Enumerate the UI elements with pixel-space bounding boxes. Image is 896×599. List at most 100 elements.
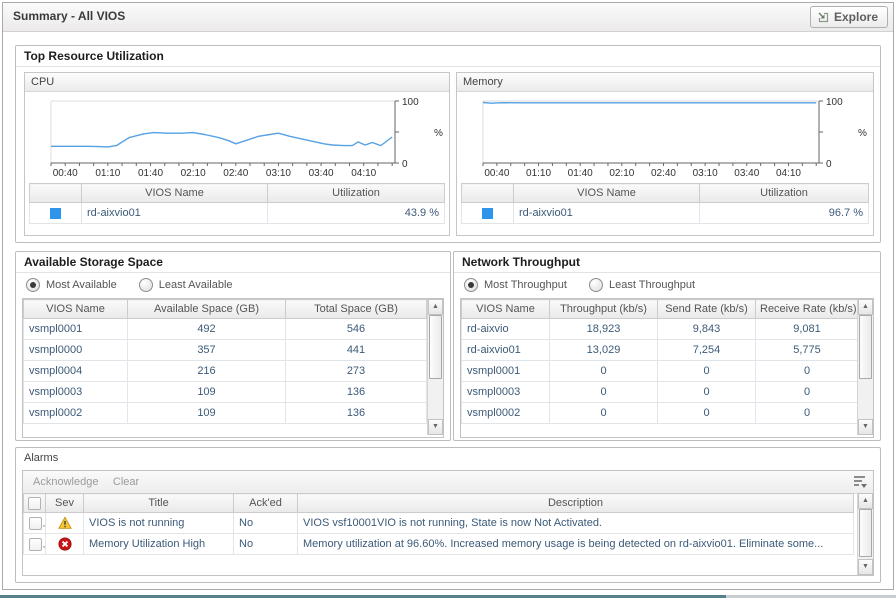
value-cell: 18,923 — [549, 318, 658, 340]
panel-network-throughput: Network Throughput Most Throughput Least … — [453, 251, 881, 441]
section-title-top-resource: Top Resource Utilization — [16, 46, 880, 67]
value-cell: 0 — [549, 381, 658, 403]
section-title-network: Network Throughput — [454, 252, 880, 273]
select-cell — [23, 512, 46, 534]
column-header: Description — [297, 493, 854, 513]
header-row: VIOS Name Throughput (kb/s) Send Rate (kb/… — [461, 299, 859, 319]
header-row: VIOS Name Available Space (GB) Total Space… — [23, 299, 427, 319]
svg-text:03:40: 03:40 — [734, 168, 759, 179]
vios-name-cell: rd-aixvio — [461, 318, 550, 340]
value-cell: 273 — [285, 360, 427, 382]
vios-name-cell: rd-aixvio01 — [81, 202, 268, 224]
legend-swatch-cell — [29, 202, 82, 224]
error-icon — [57, 537, 72, 551]
storage-vertical-scrollbar[interactable]: ▲ ▼ — [427, 299, 443, 435]
value-cell: 0 — [549, 360, 658, 382]
memory-panel-title: Memory — [457, 73, 873, 92]
svg-text:02:40: 02:40 — [223, 168, 248, 179]
scroll-down-button[interactable]: ▼ — [858, 559, 873, 575]
scroll-thumb[interactable] — [429, 315, 442, 379]
network-vertical-scrollbar[interactable]: ▲ ▼ — [857, 299, 873, 435]
scroll-up-button[interactable]: ▲ — [858, 299, 873, 315]
table-row[interactable]: rd-aixvio01 13,029 7,254 5,775 — [461, 339, 859, 361]
value-cell: 0 — [755, 402, 859, 424]
value-cell: 136 — [285, 402, 427, 424]
scroll-up-button[interactable]: ▲ — [428, 299, 443, 315]
clear-button[interactable]: Clear — [112, 476, 140, 488]
series-swatch — [482, 207, 493, 219]
table-row[interactable]: vsmpl0003 0 0 0 — [461, 381, 859, 403]
svg-text:00:40: 00:40 — [53, 168, 78, 179]
column-header: Total Space (GB) — [285, 299, 427, 319]
scroll-up-button[interactable]: ▲ — [858, 493, 873, 509]
alarm-row[interactable]: VIOS is not running No VIOS vsf10001VIO is… — [23, 512, 854, 534]
row-checkbox[interactable] — [29, 537, 42, 551]
column-header: Utilization — [699, 183, 869, 203]
vios-name-cell: vsmpl0003 — [461, 381, 550, 403]
value-cell: 357 — [127, 339, 286, 361]
radio-label: Least Available — [158, 279, 233, 291]
panel-top-resource-utilization: Top Resource Utilization CPU 00:40 01:10 0… — [15, 45, 881, 243]
memory-panel: Memory 00:40 01:10 01:40 02:10 02:40 03:10 03:… — [456, 72, 874, 236]
value-cell: 0 — [755, 360, 859, 382]
table-row[interactable]: vsmpl0002 109 136 — [23, 402, 427, 424]
table-customizer-icon[interactable] — [852, 475, 867, 488]
svg-text:04:10: 04:10 — [776, 168, 801, 179]
scroll-down-button[interactable]: ▼ — [428, 419, 443, 435]
svg-text:00:40: 00:40 — [484, 168, 509, 179]
vios-name-cell: vsmpl0003 — [23, 381, 128, 403]
table-row[interactable]: vsmpl0001 0 0 0 — [461, 360, 859, 382]
radio-dot — [464, 278, 478, 292]
svg-text:100: 100 — [402, 97, 419, 108]
legend-row: rd-aixvio01 43.9 % — [29, 202, 445, 224]
value-cell: 136 — [285, 381, 427, 403]
alarms-table: Sev Title Ack'ed Description VIOS is not run… — [23, 493, 857, 575]
table-row[interactable]: vsmpl0001 492 546 — [23, 318, 427, 340]
radio-least-throughput[interactable]: Least Throughput — [588, 278, 695, 292]
explore-button[interactable]: Explore — [809, 6, 888, 28]
svg-text:01:10: 01:10 — [526, 168, 551, 179]
value-cell: 7,254 — [657, 339, 756, 361]
table-row[interactable]: vsmpl0002 0 0 0 — [461, 402, 859, 424]
cpu-utilization-chart: 00:40 01:10 01:40 02:10 02:40 03:10 03:40 04:10… — [50, 97, 443, 179]
column-header: Sev — [45, 493, 84, 513]
table-row[interactable]: vsmpl0003 109 136 — [23, 381, 427, 403]
alarms-vertical-scrollbar[interactable]: ▲ ▼ — [857, 493, 873, 575]
svg-text:%: % — [434, 128, 443, 139]
radio-label: Most Throughput — [484, 279, 567, 291]
value-cell: 492 — [127, 318, 286, 340]
select-all-checkbox[interactable] — [28, 496, 41, 510]
network-grid: VIOS Name Throughput (kb/s) Send Rate (kb/… — [461, 299, 859, 424]
column-header: VIOS Name — [81, 183, 268, 203]
alarms-grid: Sev Title Ack'ed Description VIOS is not run… — [23, 493, 854, 555]
panel-available-storage-space: Available Storage Space Most Available Le… — [15, 251, 451, 441]
scroll-down-button[interactable]: ▼ — [858, 419, 873, 435]
acked-cell: No — [233, 533, 298, 555]
legend-header-row: VIOS Name Utilization — [461, 183, 869, 203]
table-row[interactable]: vsmpl0004 216 273 — [23, 360, 427, 382]
alarms-box: Acknowledge Clear Sev Title Ack'ed Descript… — [22, 470, 874, 576]
column-header: Receive Rate (kb/s) — [755, 299, 859, 319]
alarm-row[interactable]: Memory Utilization High No Memory utilizat… — [23, 533, 854, 555]
series-swatch — [50, 207, 61, 219]
acknowledge-button[interactable]: Acknowledge — [33, 476, 99, 488]
scroll-thumb[interactable] — [859, 509, 872, 557]
row-checkbox[interactable] — [29, 516, 42, 530]
radio-least-available[interactable]: Least Available — [138, 278, 233, 292]
value-cell: 0 — [657, 402, 756, 424]
legend-swatch-cell — [461, 202, 514, 224]
table-row[interactable]: vsmpl0000 357 441 — [23, 339, 427, 361]
svg-text:%: % — [858, 128, 867, 139]
bottom-strip — [0, 595, 896, 598]
legend-grid: VIOS Name Utilization rd-aixvio01 43.9 % — [29, 183, 445, 224]
svg-text:01:40: 01:40 — [138, 168, 163, 179]
dashboard-page: Summary - All VIOS Explore Top Resource … — [2, 2, 894, 590]
column-header: VIOS Name — [23, 299, 128, 319]
column-header: Available Space (GB) — [127, 299, 286, 319]
radio-most-throughput[interactable]: Most Throughput — [464, 278, 567, 292]
svg-text:02:40: 02:40 — [651, 168, 676, 179]
value-cell: 9,843 — [657, 318, 756, 340]
radio-most-available[interactable]: Most Available — [26, 278, 117, 292]
scroll-thumb[interactable] — [859, 315, 872, 379]
table-row[interactable]: rd-aixvio 18,923 9,843 9,081 — [461, 318, 859, 340]
